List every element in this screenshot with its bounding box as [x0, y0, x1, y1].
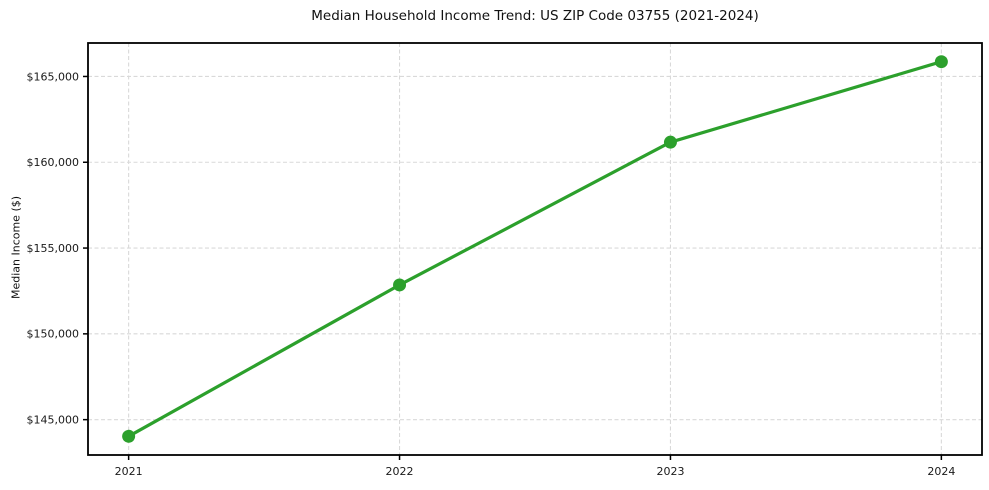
plot-border — [87, 42, 983, 456]
x-tick-label: 2021 — [115, 465, 143, 478]
data-point-2021 — [122, 429, 136, 443]
y-tick-label: $160,000 — [27, 156, 80, 169]
y-tick-label: $150,000 — [27, 328, 80, 341]
y-tick-label: $155,000 — [27, 242, 80, 255]
data-point-2023 — [663, 135, 677, 149]
data-point-2024 — [934, 55, 948, 69]
trend-line — [127, 60, 943, 438]
data-point-2022 — [393, 278, 407, 292]
x-tick-label: 2024 — [927, 465, 955, 478]
chart-title: Median Household Income Trend: US ZIP Co… — [311, 8, 759, 24]
y-tick-label: $165,000 — [27, 70, 80, 83]
x-tick-label: 2023 — [656, 465, 684, 478]
x-tick-label: 2022 — [386, 465, 414, 478]
y-tick-label: $145,000 — [27, 413, 80, 426]
